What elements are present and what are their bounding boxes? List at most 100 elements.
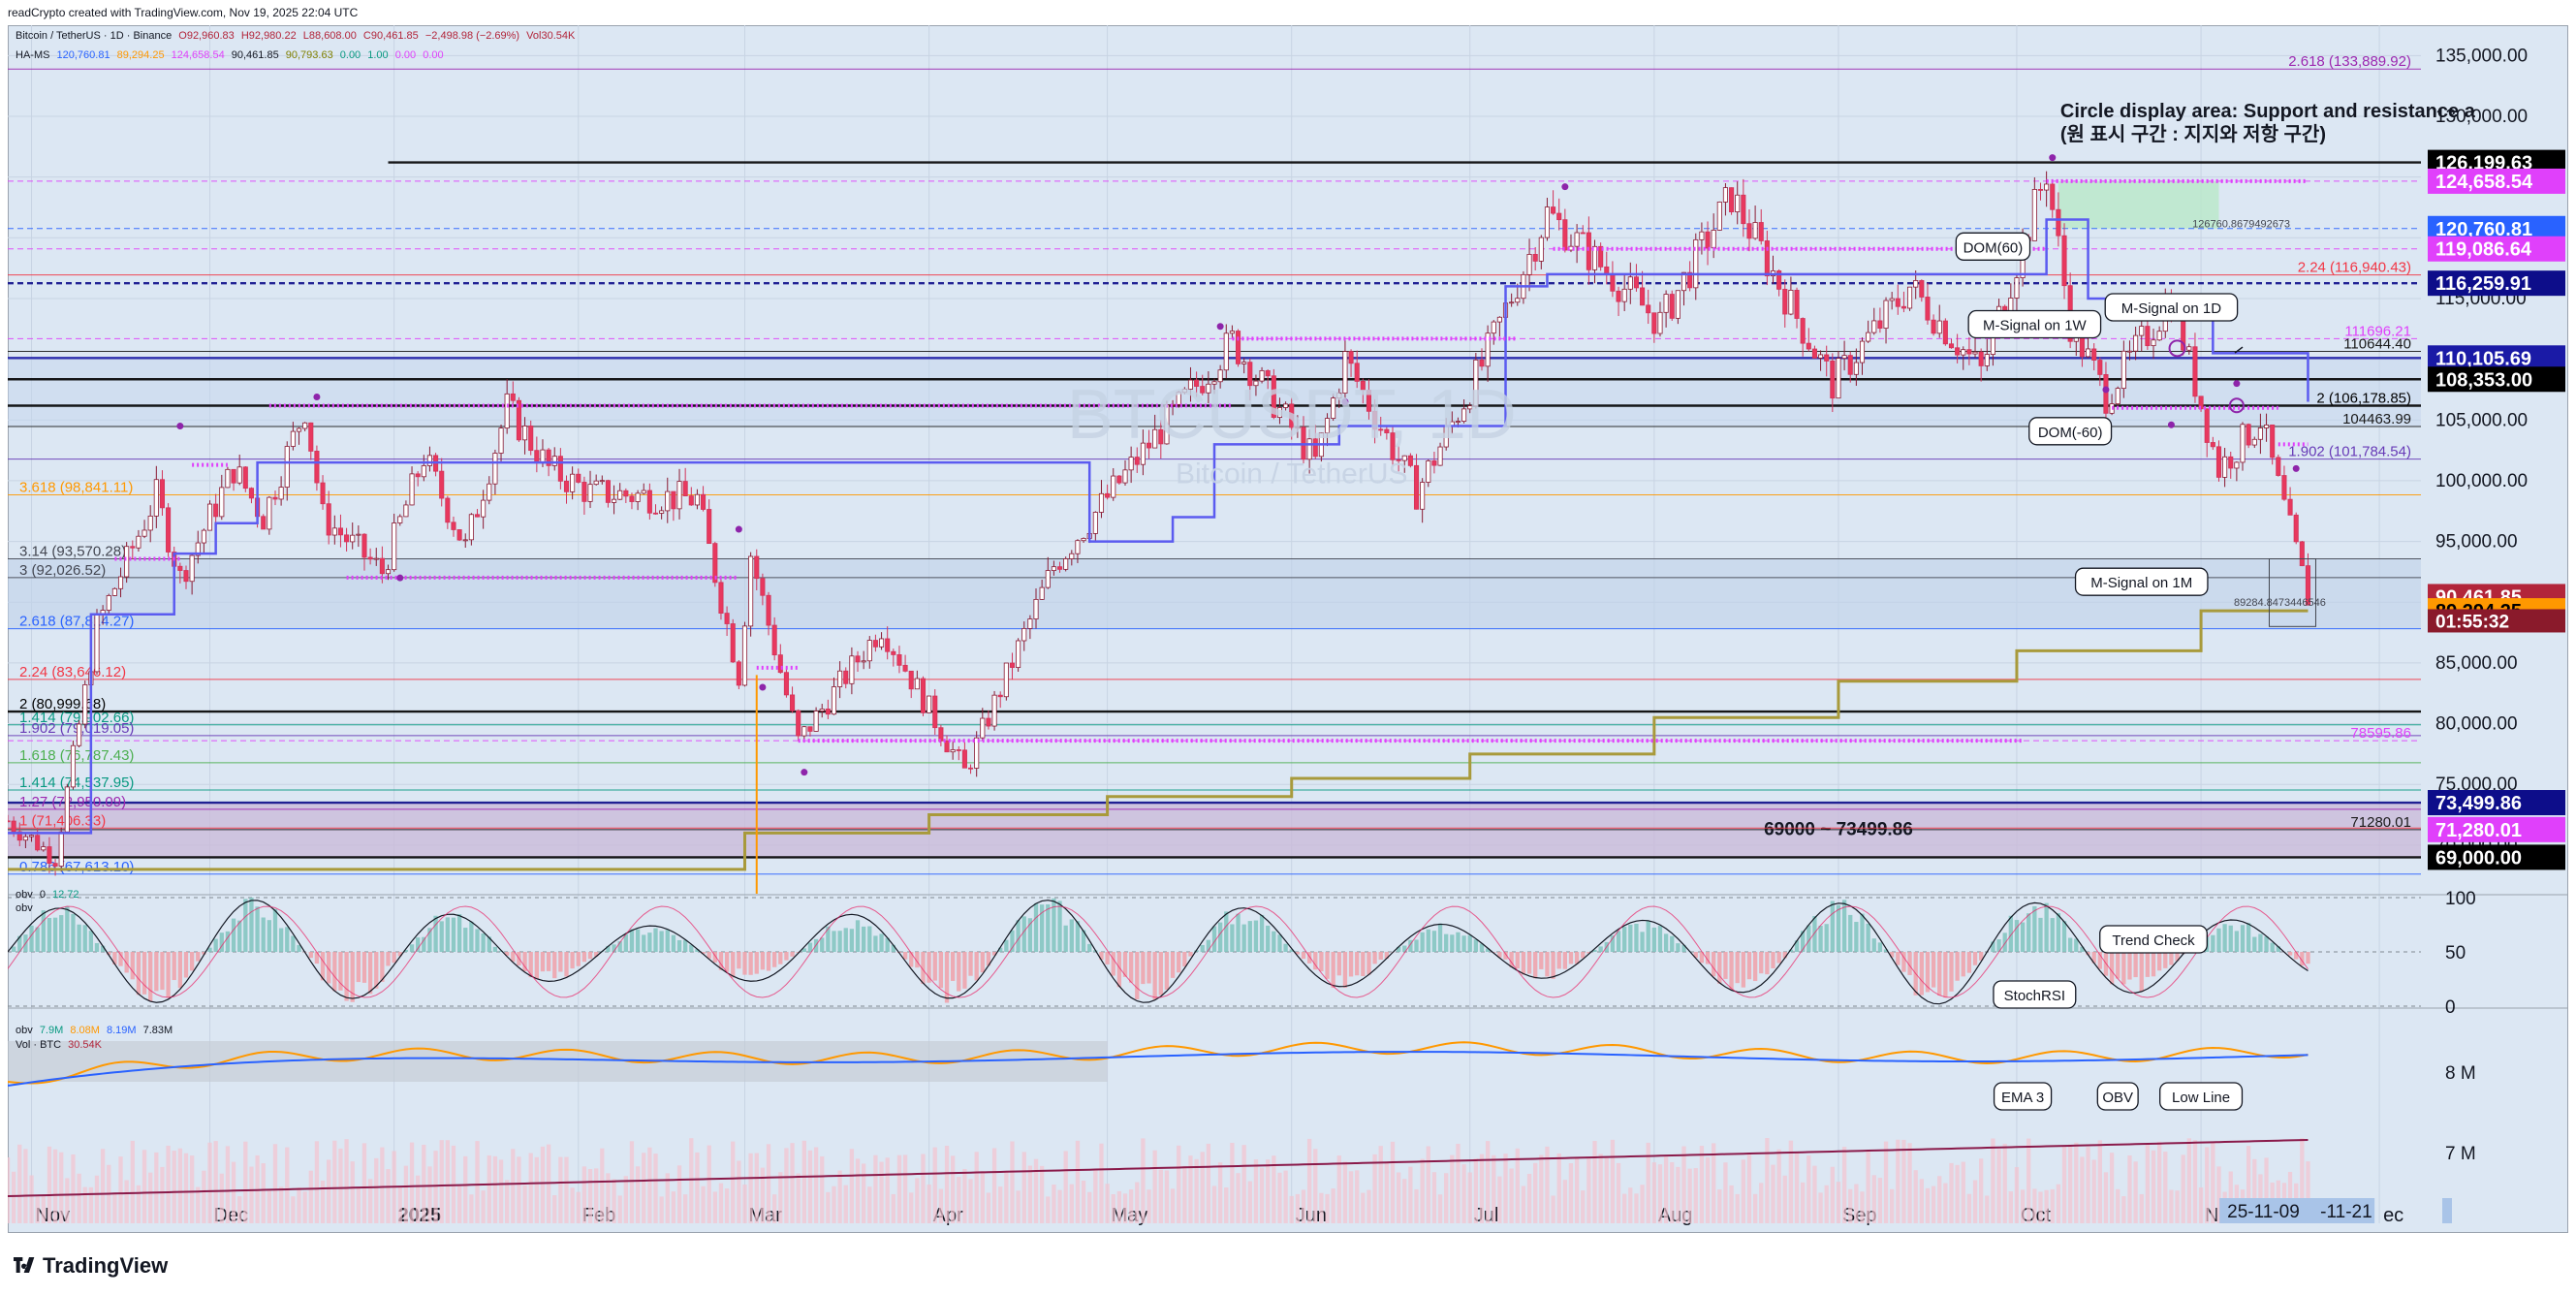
- candle-body: [2281, 475, 2287, 500]
- candle: [819, 704, 825, 718]
- volume-bar: [52, 1149, 58, 1223]
- candle: [1610, 261, 1616, 298]
- candle-body: [1473, 359, 1479, 407]
- volume-bar: [837, 1170, 842, 1223]
- volume-bar: [1907, 1143, 1912, 1223]
- candle-body: [891, 650, 896, 655]
- candle: [409, 466, 415, 506]
- candle-body: [1836, 358, 1841, 399]
- stoch-histogram-bar: [1782, 952, 1787, 959]
- stoch-histogram-bar: [1556, 952, 1561, 969]
- stoch-histogram-bar: [278, 928, 284, 952]
- volume-bar: [2086, 1147, 2090, 1223]
- callout-msignal-1m: M-Signal on 1M: [2090, 575, 2192, 591]
- stoch-histogram-bar: [1492, 952, 1496, 953]
- candle: [1265, 369, 1271, 390]
- volume-bar: [1651, 1162, 1656, 1223]
- candle-body: [267, 496, 272, 530]
- candle-body: [896, 654, 902, 666]
- candle: [195, 530, 201, 564]
- volume-bar: [11, 1171, 16, 1223]
- candle-body: [1181, 389, 1187, 394]
- candle: [1039, 579, 1045, 600]
- candle-body: [796, 710, 801, 737]
- volume-bar: [647, 1147, 652, 1223]
- volume-bar: [653, 1154, 658, 1223]
- volume-bar: [2228, 1171, 2233, 1223]
- candle: [1467, 402, 1473, 414]
- volume-bar: [1574, 1156, 1580, 1223]
- stoch-histogram-bar: [837, 931, 842, 952]
- volume-bar: [487, 1154, 491, 1223]
- volume-bar: [1342, 1161, 1348, 1223]
- stoch-histogram-bar: [867, 926, 872, 952]
- obv-value: 0: [39, 889, 46, 901]
- candle: [1877, 307, 1883, 333]
- signal-dot: [801, 769, 808, 776]
- stoch-histogram-bar: [2228, 925, 2233, 952]
- volume-bar: [1746, 1153, 1752, 1223]
- candle: [1075, 539, 1081, 563]
- candle: [2103, 362, 2109, 426]
- stoch-histogram-bar: [338, 952, 343, 991]
- price-chart[interactable]: 135,000.00130,000.00125,000.00120,000.00…: [8, 25, 2568, 1233]
- candle-body: [1134, 457, 1140, 465]
- candle: [1640, 270, 1646, 306]
- stoch-tick: 0: [2445, 997, 2456, 1018]
- stoch-histogram-bar: [712, 952, 717, 963]
- candle-body: [1366, 390, 1372, 412]
- stoch-histogram-bar: [2234, 931, 2240, 952]
- stoch-histogram-bar: [801, 948, 806, 952]
- stoch-histogram-bar: [909, 952, 914, 967]
- candle: [1866, 320, 1871, 343]
- candle: [1407, 453, 1413, 468]
- stoch-histogram-bar: [1681, 944, 1686, 952]
- candle: [694, 489, 700, 510]
- volume-bar: [1972, 1180, 1978, 1223]
- candle: [1027, 615, 1033, 640]
- candle-body: [652, 512, 659, 515]
- candle-body: [843, 670, 849, 684]
- volume-bar: [1646, 1142, 1650, 1223]
- stoch-histogram-bar: [202, 952, 206, 955]
- volume-bar: [2133, 1161, 2138, 1223]
- stoch-histogram-bar: [879, 933, 884, 952]
- candle-body: [1360, 380, 1366, 391]
- stoch-histogram-bar: [1122, 952, 1128, 977]
- candle-body: [82, 684, 88, 725]
- volume-bar: [1581, 1190, 1586, 1223]
- signal-dot: [2292, 464, 2300, 472]
- stoch-histogram-bar: [742, 952, 747, 975]
- stoch-histogram-bar: [445, 917, 450, 952]
- candle-body: [385, 569, 392, 575]
- stoch-histogram-bar: [511, 952, 516, 963]
- candle-body: [1420, 482, 1426, 510]
- volume-bar: [422, 1144, 426, 1223]
- candle: [1420, 478, 1426, 523]
- candle-body: [1871, 320, 1877, 333]
- candle-body: [1574, 232, 1580, 247]
- volume-bar: [2050, 1188, 2055, 1223]
- candle-body: [1598, 245, 1604, 268]
- candle-body: [1009, 662, 1016, 668]
- candle-body: [1336, 393, 1342, 399]
- candle-body: [392, 522, 397, 571]
- stoch-histogram-bar: [1771, 952, 1775, 968]
- candle-body: [136, 535, 141, 549]
- candle: [1574, 224, 1580, 264]
- candle: [111, 587, 117, 597]
- stoch-histogram-bar: [1473, 939, 1478, 952]
- volume-bar: [1479, 1154, 1485, 1223]
- volume-bar: [1752, 1193, 1758, 1223]
- stoch-histogram-bar: [1866, 923, 1870, 952]
- y-tick-label: 135,000.00: [2435, 46, 2528, 66]
- candle-body: [242, 466, 248, 490]
- candle: [1948, 338, 1955, 349]
- volume-bar: [166, 1145, 171, 1223]
- candle-body: [1146, 442, 1152, 449]
- stoch-histogram-bar: [1634, 923, 1639, 952]
- candle: [1295, 415, 1301, 438]
- volume-bar: [1890, 1188, 1895, 1223]
- stoch-histogram-bar: [1367, 952, 1371, 975]
- candle: [2228, 451, 2234, 479]
